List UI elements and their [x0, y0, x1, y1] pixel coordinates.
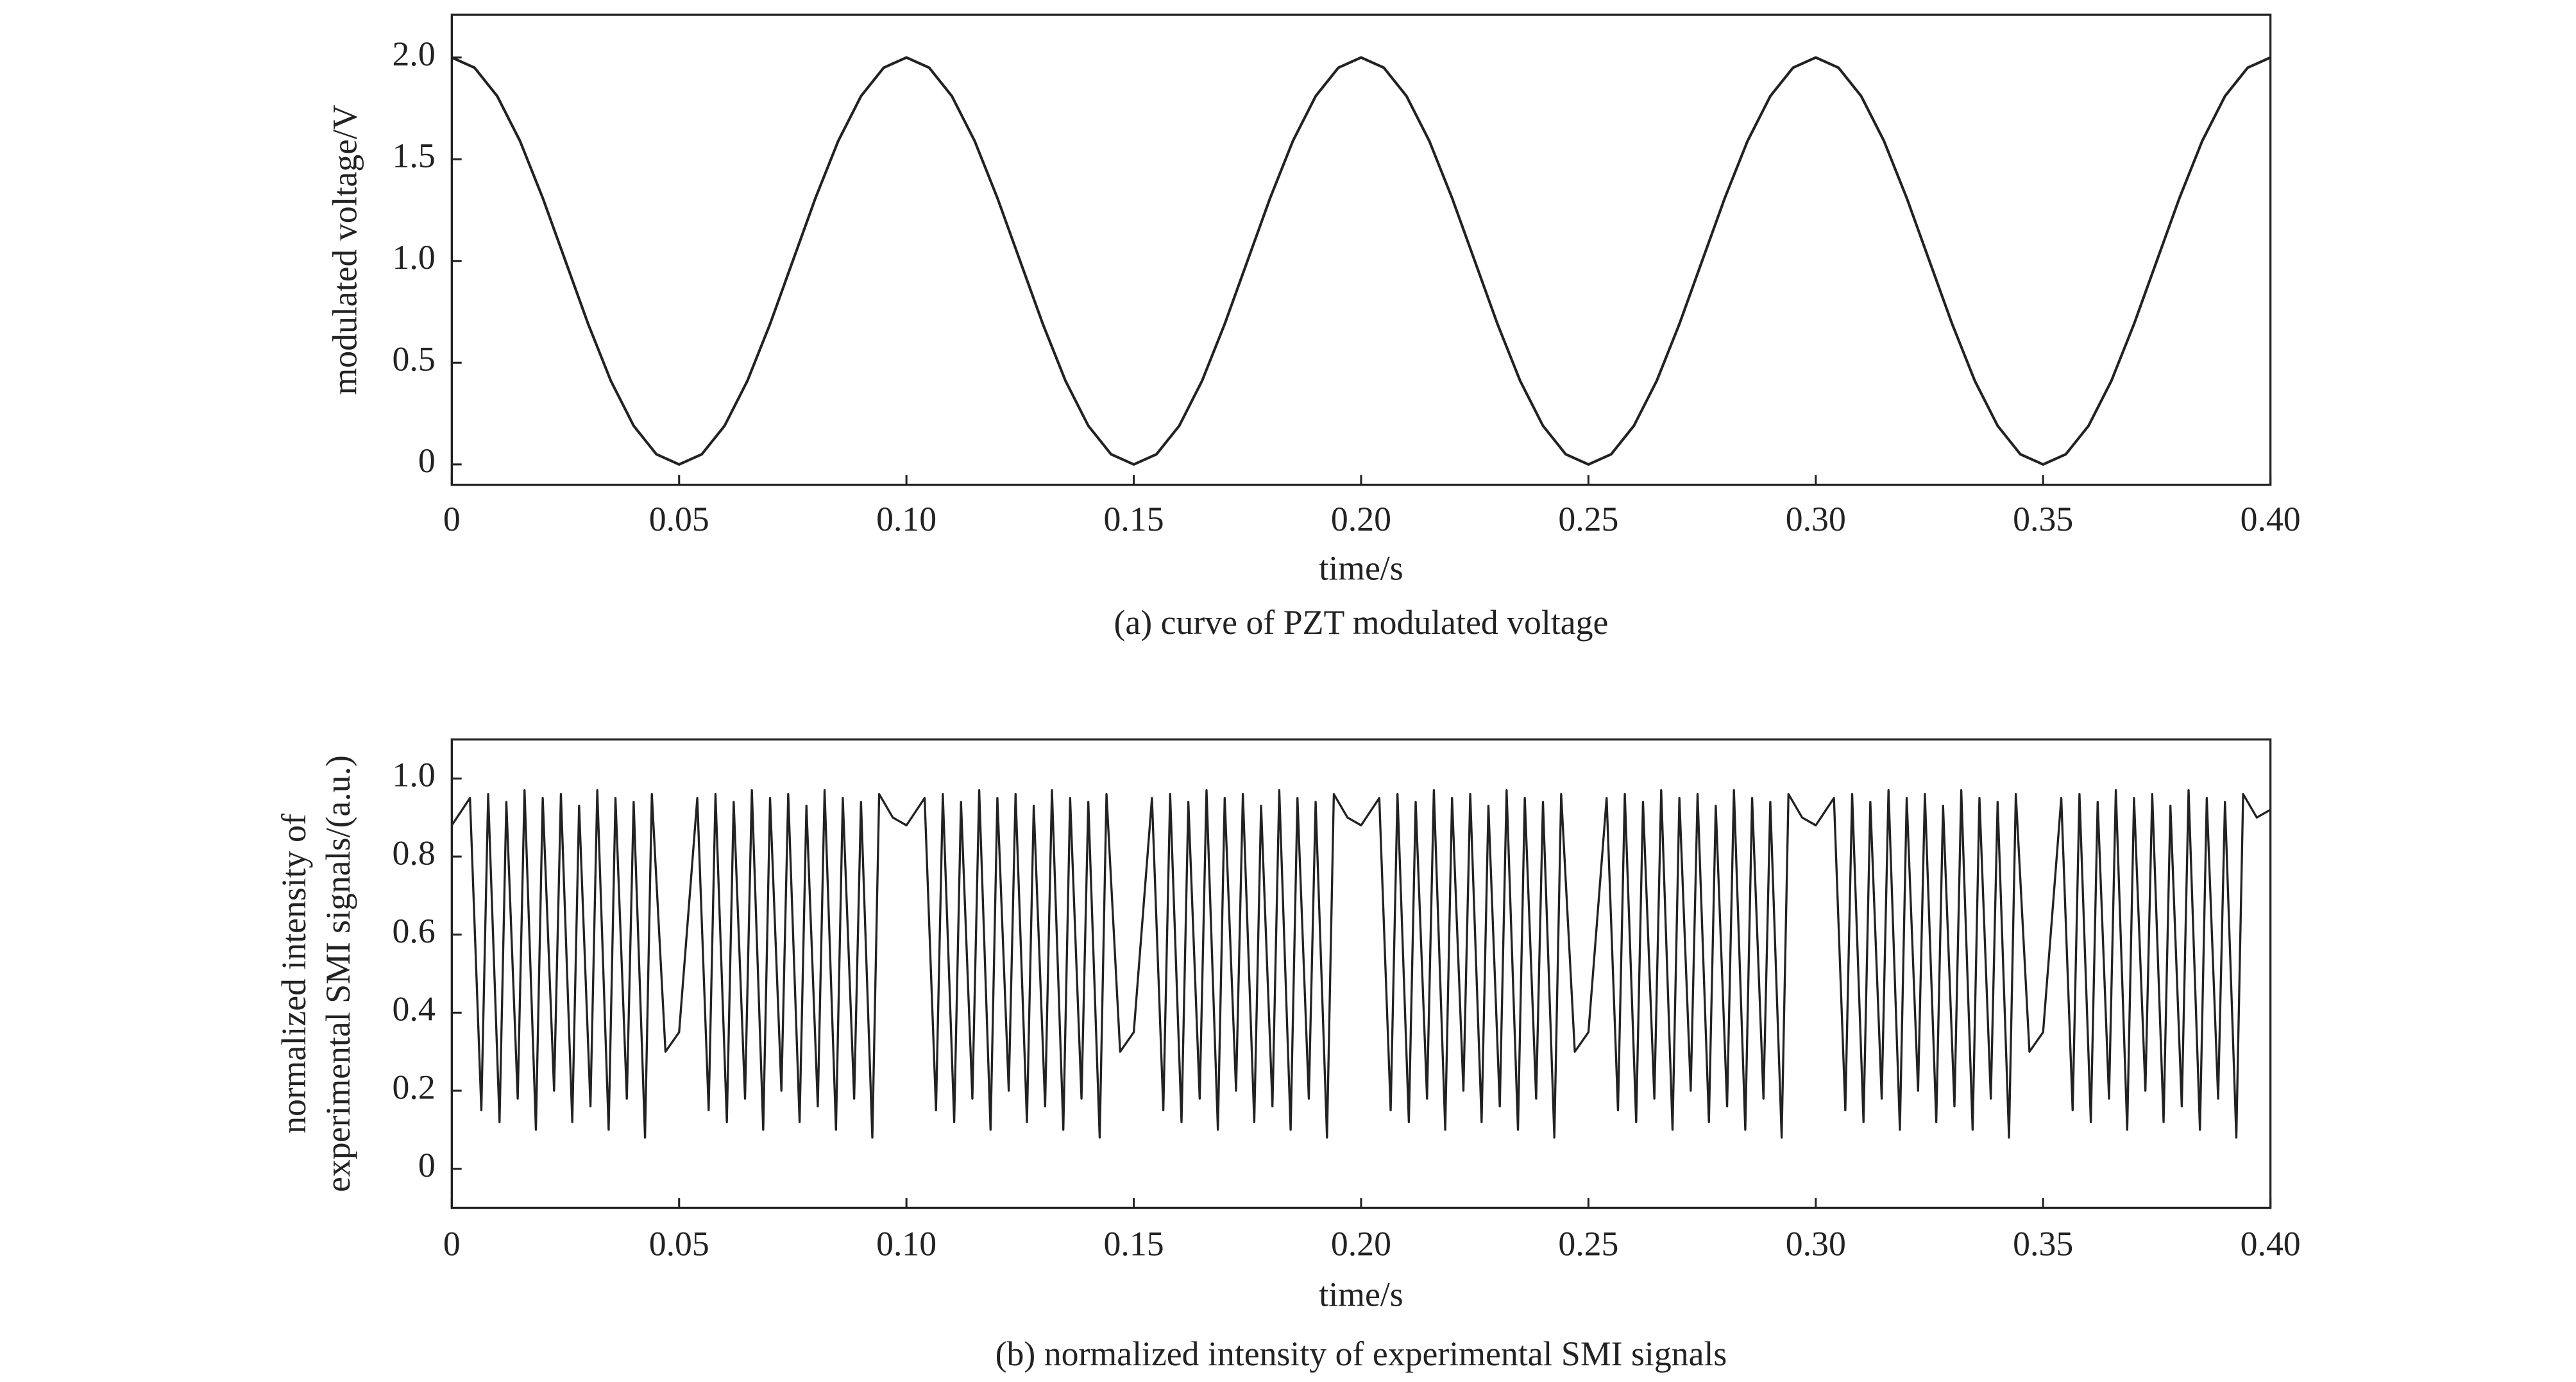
y-tick-label: 0.2	[393, 1068, 436, 1106]
x-tick-label: 0.05	[649, 500, 709, 538]
x-tick-label: 0.10	[876, 1224, 936, 1263]
signal-line	[450, 789, 2271, 1139]
x-tick-label: 0.40	[2241, 500, 2301, 538]
x-tick-label: 0.25	[1558, 500, 1618, 538]
x-tick-label: 0.30	[1786, 500, 1846, 538]
x-tick-label: 0.20	[1331, 500, 1391, 538]
x-tick-label: 0.05	[649, 1224, 709, 1263]
x-tick-label: 0.40	[2241, 1224, 2301, 1263]
plot-frame	[450, 13, 2272, 486]
x-tick-label: 0.35	[2013, 500, 2073, 538]
y-tick-label: 1.0	[393, 756, 436, 794]
x-tick-label: 0.30	[1786, 1224, 1846, 1263]
y-tick-label: 0.6	[393, 912, 436, 950]
x-tick-label: 0.25	[1558, 1224, 1618, 1263]
caption: (b) normalized intensity of experimental…	[996, 1335, 1727, 1373]
x-axis-label: time/s	[1319, 549, 1403, 588]
y-tick-label: 0.4	[393, 990, 436, 1028]
x-tick-label: 0.35	[2013, 1224, 2073, 1263]
y-tick-label: 0.5	[393, 340, 436, 379]
x-tick-label: 0.20	[1331, 1224, 1391, 1263]
y-tick-label: 0	[418, 441, 436, 480]
x-tick-label: 0.15	[1104, 500, 1164, 538]
x-axis-label: time/s	[1319, 1275, 1403, 1314]
signal-line	[451, 56, 2271, 466]
caption: (a) curve of PZT modulated voltage	[1114, 603, 1609, 642]
y-tick-label: 1.5	[393, 137, 436, 175]
x-tick-label: 0	[443, 500, 461, 538]
y-axis-label: experimental SMI signals/(a.u.)	[319, 755, 357, 1192]
y-tick-label: 1.0	[393, 238, 436, 277]
y-axis-label: modulated voltage/V	[325, 105, 364, 395]
x-tick-label: 0.10	[876, 500, 936, 538]
y-tick-label: 0	[418, 1146, 436, 1184]
x-tick-label: 0.15	[1104, 1224, 1164, 1263]
x-tick-label: 0	[443, 1224, 461, 1263]
y-tick-label: 0.8	[393, 833, 436, 872]
y-tick-label: 2.0	[393, 35, 436, 73]
y-axis-label: normalized intensity of	[275, 814, 313, 1134]
